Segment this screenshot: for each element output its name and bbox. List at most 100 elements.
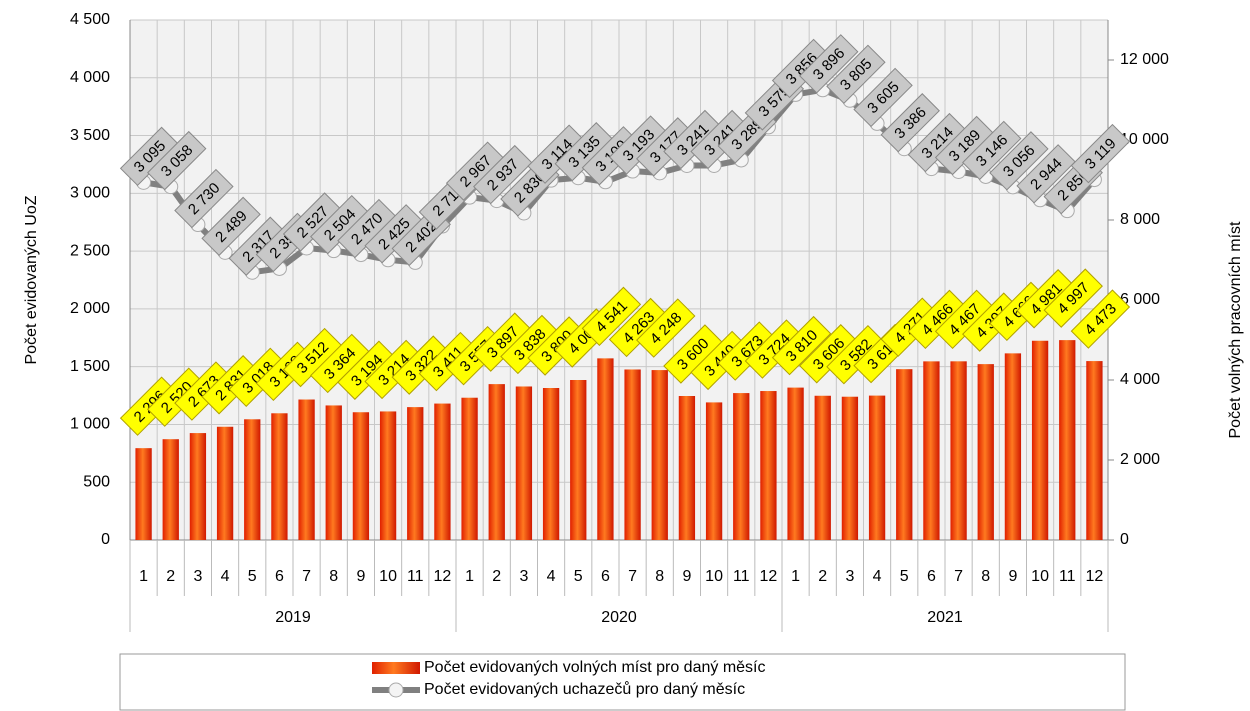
x-tick-label: 10	[379, 568, 397, 585]
bar	[624, 369, 641, 540]
y-tick-label: 2 000	[70, 300, 110, 317]
bar	[597, 358, 614, 540]
bar	[298, 399, 315, 540]
data-label-box	[636, 298, 696, 358]
bar	[733, 393, 750, 540]
x-tick-label: 3	[193, 568, 202, 585]
x-group-label: 2020	[601, 609, 637, 626]
y-tick-label: 2 500	[70, 242, 110, 259]
data-label-box	[1070, 289, 1131, 349]
y-tick-label: 4 000	[70, 69, 110, 86]
x-tick-label: 2	[818, 568, 827, 585]
bar	[244, 419, 261, 540]
bar	[379, 411, 397, 540]
x-tick-label: 6	[927, 568, 936, 585]
x-group-label: 2021	[927, 609, 963, 626]
x-tick-label: 10	[705, 568, 723, 585]
y2-axis-label: Počet volných pracovních míst	[1227, 221, 1244, 439]
x-tick-label: 1	[139, 568, 148, 585]
y-tick-label: 1 000	[70, 416, 110, 433]
y2-tick-label: 12 000	[1120, 51, 1169, 68]
y-tick-label: 3 500	[70, 127, 110, 144]
bar	[651, 370, 668, 540]
data-label-box	[826, 44, 886, 105]
x-tick-label: 4	[873, 568, 882, 585]
data-label-box	[962, 120, 1022, 181]
x-tick-label: 11	[733, 568, 750, 585]
legend-label: Počet evidovaných volných míst pro daný …	[424, 659, 766, 676]
data-label-box	[1016, 144, 1076, 204]
data-label-box	[174, 168, 234, 229]
legend-swatch	[372, 662, 420, 674]
x-tick-label: 8	[981, 568, 990, 585]
bar	[868, 395, 886, 540]
data-label-box	[989, 131, 1049, 191]
data-label-box	[1043, 268, 1103, 328]
data-label: 3 146	[962, 120, 1022, 181]
bar	[461, 397, 478, 540]
x-tick-label: 7	[628, 568, 637, 585]
x-tick-label: 5	[248, 568, 257, 585]
data-label-box	[473, 144, 533, 205]
legend-marker	[388, 682, 404, 698]
y-tick-label: 0	[101, 531, 110, 548]
y-tick-label: 4 500	[70, 11, 110, 28]
bar	[271, 413, 288, 540]
bar	[1059, 340, 1076, 540]
x-group-label: 2019	[275, 609, 311, 626]
x-tick-label: 5	[574, 568, 583, 585]
data-label-box	[147, 130, 207, 191]
x-tick-label: 8	[655, 568, 664, 585]
bar	[434, 403, 451, 540]
bar	[678, 396, 696, 540]
bar	[542, 388, 560, 540]
x-tick-label: 7	[954, 568, 963, 585]
x-tick-label: 9	[1008, 568, 1017, 585]
legend-label: Počet evidovaných uchazečů pro daný měsí…	[424, 680, 745, 698]
bar	[841, 396, 859, 540]
y2-tick-label: 0	[1120, 531, 1129, 548]
x-tick-label: 6	[275, 568, 284, 585]
x-tick-label: 1	[465, 568, 474, 585]
bar	[705, 402, 723, 540]
bar	[950, 361, 967, 540]
y2-tick-label: 4 000	[1120, 371, 1160, 388]
bar	[570, 380, 587, 540]
legend-box	[119, 653, 1126, 711]
bar	[1004, 353, 1022, 540]
x-tick-label: 11	[407, 568, 424, 585]
bar	[896, 369, 913, 540]
bar	[1031, 340, 1049, 540]
y2-tick-label: 2 000	[1120, 451, 1160, 468]
data-label-box	[201, 196, 261, 257]
y-tick-label: 500	[83, 473, 110, 490]
bar	[189, 433, 207, 540]
bar	[162, 439, 179, 540]
x-tick-label: 5	[900, 568, 909, 585]
x-tick-label: 4	[221, 568, 230, 585]
x-tick-label: 3	[519, 568, 528, 585]
x-tick-label: 2	[166, 568, 175, 585]
data-label: 3 056	[989, 131, 1049, 191]
x-tick-label: 9	[356, 568, 365, 585]
y-tick-label: 3 000	[70, 185, 110, 202]
data-label-box	[771, 315, 832, 376]
bar	[216, 426, 234, 540]
bar	[488, 384, 505, 540]
x-tick-label: 10	[1031, 568, 1049, 585]
bar	[977, 364, 994, 540]
x-tick-label: 4	[547, 568, 556, 585]
data-label-box	[880, 93, 940, 153]
x-tick-label: 12	[1086, 568, 1104, 585]
bar	[760, 391, 777, 540]
x-tick-label: 3	[845, 568, 854, 585]
y-tick-label: 1 500	[70, 358, 110, 375]
bar	[787, 387, 804, 540]
x-tick-label: 8	[329, 568, 338, 585]
x-tick-label: 7	[302, 568, 311, 585]
data-label: 4 248	[636, 298, 696, 358]
x-tick-label: 9	[682, 568, 691, 585]
data-label-box	[799, 34, 859, 94]
x-tick-label: 11	[1059, 568, 1076, 585]
y2-tick-label: 8 000	[1120, 211, 1160, 228]
